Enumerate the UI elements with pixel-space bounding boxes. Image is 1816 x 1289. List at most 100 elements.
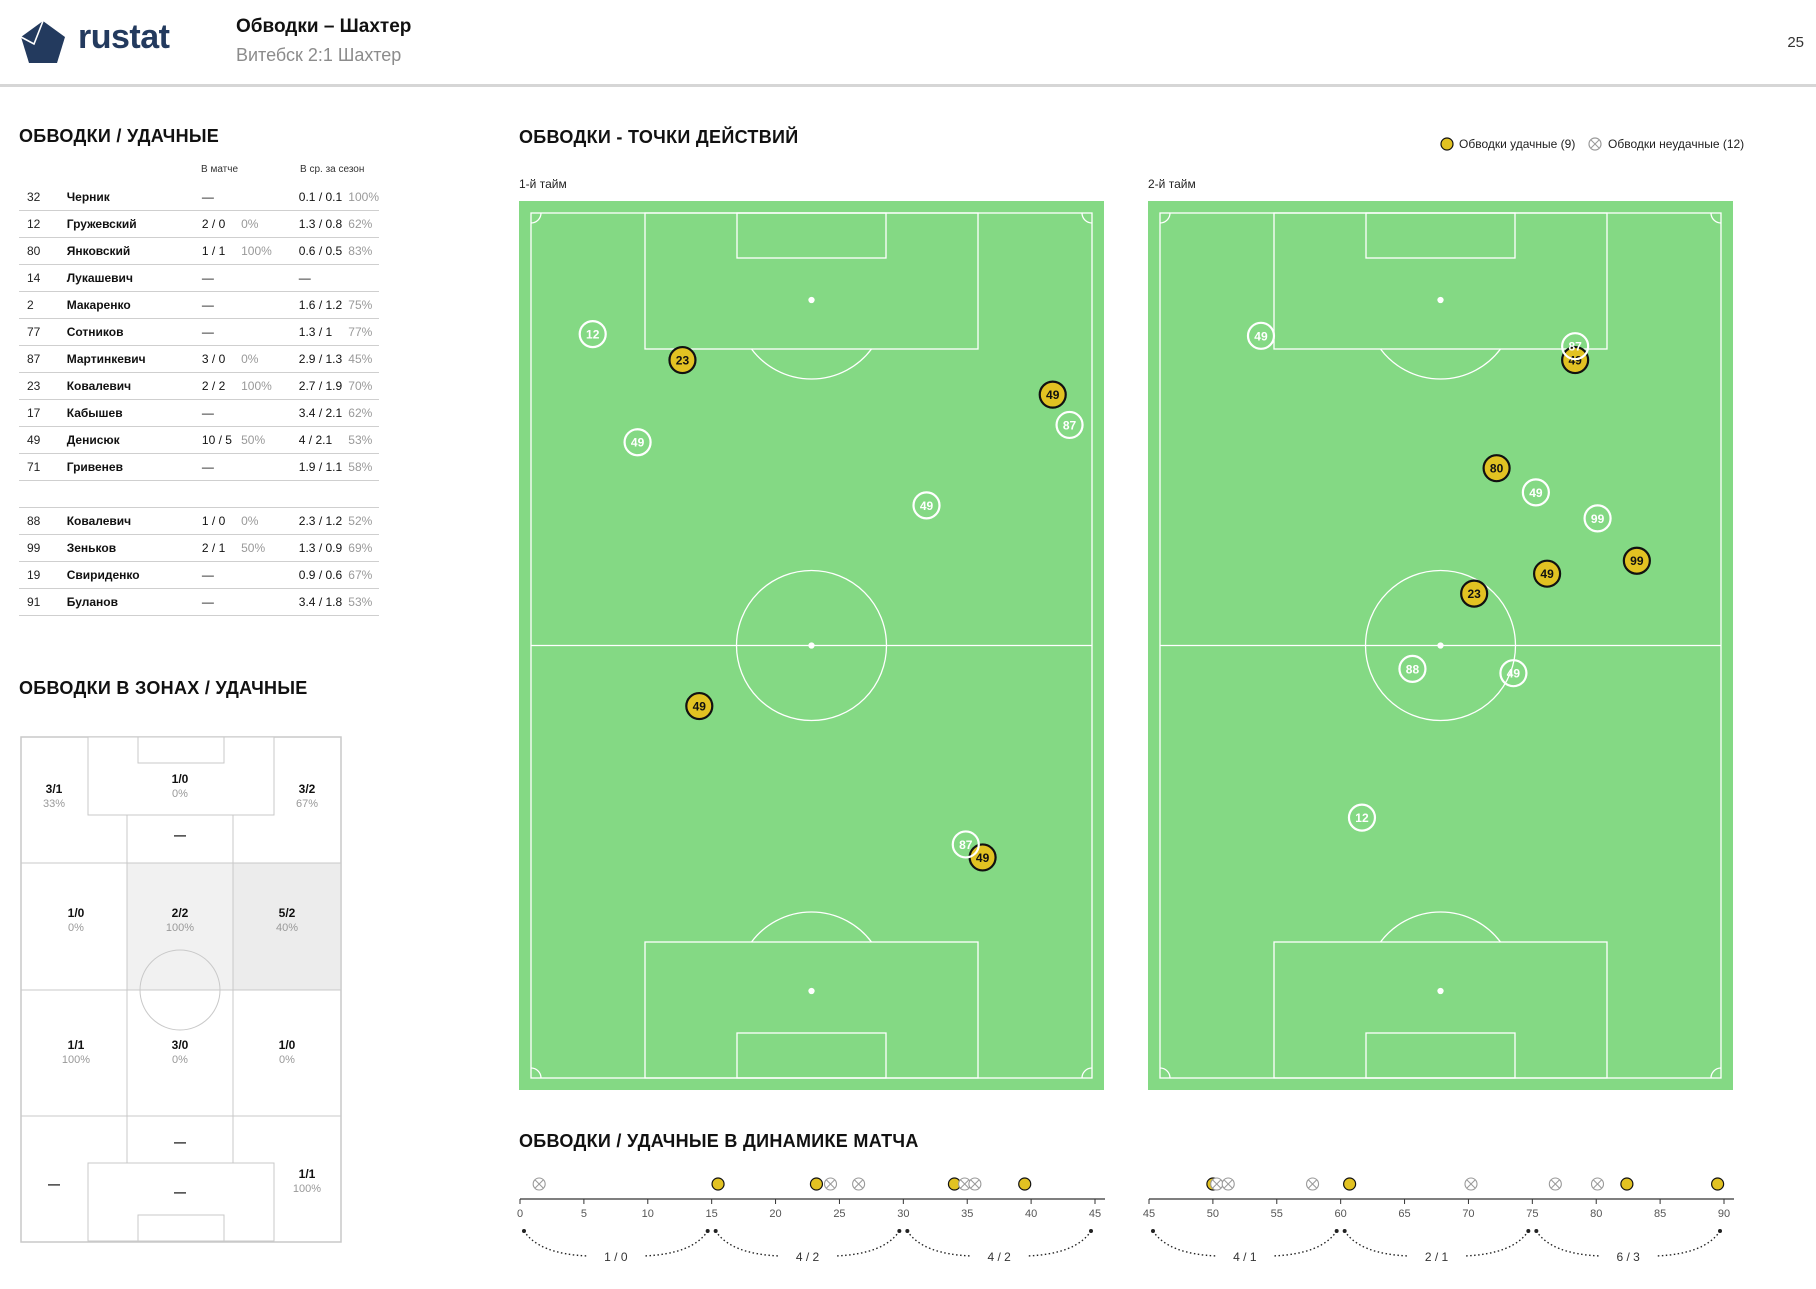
period-bracket: [1344, 1230, 1409, 1257]
table-row: 99 Зеньков 2 / 1 50% 1.3 / 0.9 69%: [19, 534, 379, 562]
cell-match: 2 / 2: [201, 372, 242, 400]
cell-match-pct: 100%: [241, 372, 299, 400]
success-marker: [1532, 559, 1562, 588]
player-number-label: 49: [631, 436, 645, 450]
player-number-label: 49: [1254, 329, 1268, 343]
period-bracket: [1027, 1230, 1092, 1257]
period-label: 2 / 1: [1425, 1250, 1449, 1264]
player-number-label: 87: [1568, 340, 1582, 354]
cell-match-pct: 0%: [241, 210, 299, 238]
zone-percent: 67%: [295, 798, 319, 810]
cell-name: Лукашевич: [66, 264, 202, 292]
player-number-label: 99: [1630, 554, 1644, 568]
timeline-tick-label: 25: [833, 1208, 845, 1220]
fail-marker: [623, 428, 652, 457]
timeline-fail-marker: [1464, 1177, 1478, 1191]
cell-match-pct: 100%: [241, 237, 299, 265]
zone-value: 1/1: [67, 1038, 85, 1052]
cell-season-pct: 77%: [348, 318, 379, 346]
timeline-success-marker: [1620, 1177, 1634, 1191]
player-number-label: 49: [1507, 667, 1521, 681]
period-bracket: [523, 1230, 588, 1257]
cell-name: Гривенев: [66, 453, 202, 481]
cell-name: Ковалевич: [66, 507, 202, 535]
cell-match: —: [201, 318, 242, 346]
cell-match: 2 / 1: [201, 534, 242, 562]
cell-match-pct: [241, 184, 299, 211]
zone-mid-center-lower: 3/0 0%: [140, 1038, 220, 1066]
period-label: 4 / 2: [796, 1250, 820, 1264]
cell-season: 2.7 / 1.9: [298, 372, 349, 400]
cell-season: 1.9 / 1.1: [298, 453, 349, 481]
timeline-fail-marker: [1548, 1177, 1562, 1191]
cell-name: Янковский: [66, 237, 202, 265]
success-marker: [1482, 454, 1511, 483]
table-row: 23 Ковалевич 2 / 2 100% 2.7 / 1.9 70%: [19, 372, 379, 400]
timeline-tick-label: 10: [642, 1208, 654, 1220]
timeline-title: ОБВОДКИ / УДАЧНЫЕ В ДИНАМИКЕ МАТЧА: [519, 1131, 919, 1151]
period-dot: [897, 1229, 902, 1233]
success-marker: [685, 691, 714, 721]
player-number-label: 87: [959, 838, 973, 852]
player-number-label: 88: [1406, 662, 1420, 676]
timeline-fail-marker: [1221, 1177, 1235, 1191]
period-label: 4 / 2: [987, 1250, 1011, 1264]
zone-percent: 0%: [68, 922, 84, 934]
table-row: 32 Черник — 0.1 / 0.1 100%: [19, 184, 379, 211]
cell-match: 1 / 0: [201, 507, 242, 535]
zones-title: ОБВОДКИ В ЗОНАХ / УДАЧНЫЕ: [19, 678, 308, 698]
cell-season-pct: [348, 264, 379, 292]
timeline-tick-label: 20: [769, 1208, 781, 1220]
timeline-tick-label: 90: [1718, 1208, 1730, 1220]
legend-fail-marker: [1588, 137, 1602, 151]
player-number-label: 49: [976, 851, 990, 865]
pitch-lines: [530, 212, 1093, 1079]
cell-season-pct: 52%: [348, 507, 379, 535]
cell-season: 3.4 / 2.1: [298, 399, 349, 427]
zone-value: 1/0: [278, 1038, 296, 1052]
zone-value: 1/1: [298, 1167, 316, 1181]
player-number-label: 99: [1591, 512, 1605, 526]
cell-num: 17: [19, 399, 67, 427]
player-number-label: 49: [693, 700, 707, 714]
logo-text: rustat: [78, 18, 170, 56]
period-dot: [1089, 1229, 1093, 1233]
zone-bottom-center-above: —: [140, 1135, 220, 1149]
fail-marker: [1583, 504, 1612, 533]
half2-label: 2-й тайм: [1148, 177, 1196, 191]
cell-name: Сотников: [66, 318, 202, 346]
player-number-label: 12: [1355, 811, 1369, 825]
timeline-tick-label: 85: [1654, 1208, 1666, 1220]
success-marker: [1622, 546, 1651, 575]
timeline-fail-marker: [852, 1177, 866, 1191]
zone-value: 5/2: [278, 906, 296, 920]
period-dot: [1151, 1229, 1155, 1233]
timeline-tick-label: 15: [706, 1208, 718, 1220]
zone-top-center-below: —: [140, 828, 220, 842]
cell-num: 71: [19, 453, 67, 481]
cell-season-pct: 67%: [348, 561, 379, 589]
timeline-fail-marker: [823, 1177, 838, 1191]
cell-num: 23: [19, 372, 67, 400]
player-number-label: 87: [1063, 418, 1077, 432]
player-number-label: 23: [1467, 587, 1481, 601]
period-dot: [1718, 1229, 1722, 1233]
rustat-logo-icon: [20, 20, 65, 63]
timeline-tick-label: 40: [1025, 1208, 1037, 1220]
cell-season-pct: 58%: [348, 453, 379, 481]
timeline-success-marker: [809, 1177, 824, 1191]
cell-season-pct: 83%: [348, 237, 379, 265]
cell-name: Зеньков: [66, 534, 202, 562]
table-row: 49 Денисюк 10 / 5 50% 4 / 2.1 53%: [19, 426, 379, 454]
zone-percent: 40%: [275, 922, 299, 934]
timeline-tick-label: 0: [517, 1208, 523, 1220]
fail-marker: [1561, 332, 1590, 361]
zone-mid-right-lower: 1/0 0%: [247, 1038, 327, 1066]
period-label: 4 / 1: [1233, 1250, 1257, 1264]
cell-match-pct: [241, 399, 299, 427]
table-row: 17 Кабышев — 3.4 / 2.1 62%: [19, 399, 379, 427]
player-number-label: 49: [920, 499, 934, 513]
cell-season-pct: 62%: [348, 399, 379, 427]
cell-match-pct: 50%: [241, 426, 299, 454]
